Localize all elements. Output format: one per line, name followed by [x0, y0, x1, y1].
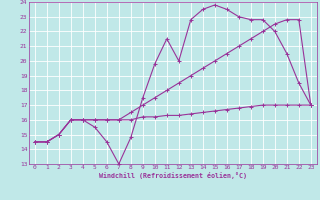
X-axis label: Windchill (Refroidissement éolien,°C): Windchill (Refroidissement éolien,°C): [99, 172, 247, 179]
